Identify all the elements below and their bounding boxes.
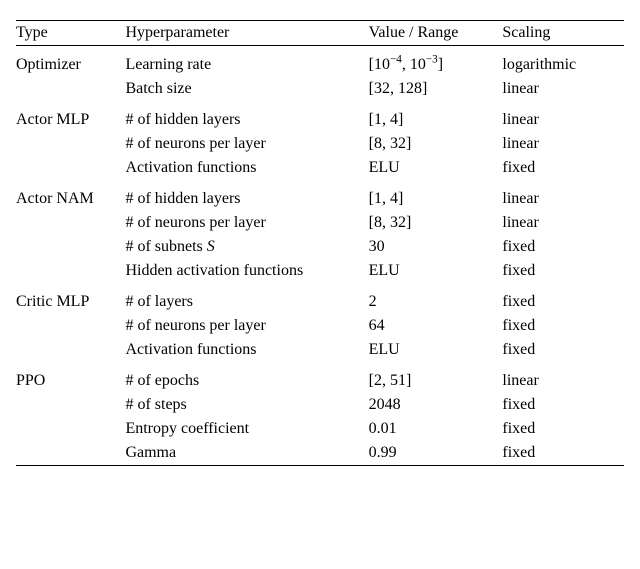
cell-type xyxy=(16,77,125,101)
cell-hyperparameter: Gamma xyxy=(125,441,368,466)
cell-value: 2048 xyxy=(369,393,503,417)
cell-scaling: linear xyxy=(502,132,624,156)
cell-scaling: fixed xyxy=(502,393,624,417)
cell-type xyxy=(16,259,125,283)
cell-hyperparameter: # of epochs xyxy=(125,362,368,393)
cell-type: Actor NAM xyxy=(16,180,125,211)
cell-scaling: fixed xyxy=(502,441,624,466)
cell-scaling: fixed xyxy=(502,259,624,283)
table-row: # of neurons per layer[8, 32]linear xyxy=(16,211,624,235)
cell-type xyxy=(16,235,125,259)
cell-type: PPO xyxy=(16,362,125,393)
cell-hyperparameter: Activation functions xyxy=(125,338,368,362)
table-row: PPO# of epochs[2, 51]linear xyxy=(16,362,624,393)
cell-scaling: linear xyxy=(502,211,624,235)
cell-scaling: fixed xyxy=(502,338,624,362)
cell-hyperparameter: # of neurons per layer xyxy=(125,314,368,338)
table-row: # of neurons per layer64fixed xyxy=(16,314,624,338)
cell-value: ELU xyxy=(369,156,503,180)
col-header-type: Type xyxy=(16,21,125,46)
table-row: Batch size[32, 128]linear xyxy=(16,77,624,101)
table-row: Gamma0.99fixed xyxy=(16,441,624,466)
cell-value: 64 xyxy=(369,314,503,338)
cell-type xyxy=(16,441,125,466)
cell-scaling: linear xyxy=(502,77,624,101)
cell-type: Critic MLP xyxy=(16,283,125,314)
cell-hyperparameter: # of steps xyxy=(125,393,368,417)
table-row: Activation functionsELUfixed xyxy=(16,156,624,180)
table-row: Critic MLP# of layers2fixed xyxy=(16,283,624,314)
cell-value: [1, 4] xyxy=(369,180,503,211)
cell-hyperparameter: # of subnets S xyxy=(125,235,368,259)
cell-scaling: linear xyxy=(502,101,624,132)
cell-hyperparameter: Entropy coefficient xyxy=(125,417,368,441)
cell-value: 0.01 xyxy=(369,417,503,441)
cell-type xyxy=(16,393,125,417)
cell-value: [1, 4] xyxy=(369,101,503,132)
cell-value: 2 xyxy=(369,283,503,314)
cell-hyperparameter: Learning rate xyxy=(125,46,368,78)
cell-scaling: fixed xyxy=(502,235,624,259)
cell-type xyxy=(16,156,125,180)
cell-hyperparameter: # of layers xyxy=(125,283,368,314)
table-row: Activation functionsELUfixed xyxy=(16,338,624,362)
cell-value: 0.99 xyxy=(369,441,503,466)
cell-scaling: fixed xyxy=(502,156,624,180)
cell-value: [8, 32] xyxy=(369,132,503,156)
cell-hyperparameter: Batch size xyxy=(125,77,368,101)
cell-scaling: fixed xyxy=(502,314,624,338)
cell-scaling: linear xyxy=(502,362,624,393)
table-row: Actor MLP# of hidden layers[1, 4]linear xyxy=(16,101,624,132)
cell-type: Actor MLP xyxy=(16,101,125,132)
table-group: Actor MLP# of hidden layers[1, 4]linear#… xyxy=(16,101,624,180)
cell-value: [32, 128] xyxy=(369,77,503,101)
table-group: PPO# of epochs[2, 51]linear# of steps204… xyxy=(16,362,624,466)
cell-type xyxy=(16,132,125,156)
cell-value: [10−4, 10−3] xyxy=(369,46,503,78)
cell-scaling: logarithmic xyxy=(502,46,624,78)
col-header-hyper: Hyperparameter xyxy=(125,21,368,46)
col-header-value: Value / Range xyxy=(369,21,503,46)
cell-value: ELU xyxy=(369,259,503,283)
table-row: Hidden activation functionsELUfixed xyxy=(16,259,624,283)
table-row: # of subnets S30fixed xyxy=(16,235,624,259)
cell-type: Optimizer xyxy=(16,46,125,78)
cell-scaling: linear xyxy=(502,180,624,211)
cell-hyperparameter: # of hidden layers xyxy=(125,180,368,211)
table-group: Critic MLP# of layers2fixed# of neurons … xyxy=(16,283,624,362)
table-row: OptimizerLearning rate[10−4, 10−3]logari… xyxy=(16,46,624,78)
table-group: Actor NAM# of hidden layers[1, 4]linear#… xyxy=(16,180,624,283)
cell-hyperparameter: # of neurons per layer xyxy=(125,132,368,156)
cell-hyperparameter: Hidden activation functions xyxy=(125,259,368,283)
cell-hyperparameter: # of neurons per layer xyxy=(125,211,368,235)
cell-type xyxy=(16,338,125,362)
cell-type xyxy=(16,417,125,441)
table-row: # of neurons per layer[8, 32]linear xyxy=(16,132,624,156)
table-header-row: Type Hyperparameter Value / Range Scalin… xyxy=(16,21,624,46)
col-header-scaling: Scaling xyxy=(502,21,624,46)
cell-type xyxy=(16,211,125,235)
hyperparameter-table: Type Hyperparameter Value / Range Scalin… xyxy=(16,20,624,466)
cell-value: 30 xyxy=(369,235,503,259)
cell-hyperparameter: Activation functions xyxy=(125,156,368,180)
table-row: # of steps2048fixed xyxy=(16,393,624,417)
cell-type xyxy=(16,314,125,338)
cell-scaling: fixed xyxy=(502,417,624,441)
table-row: Entropy coefficient0.01fixed xyxy=(16,417,624,441)
table-row: Actor NAM# of hidden layers[1, 4]linear xyxy=(16,180,624,211)
table-group: OptimizerLearning rate[10−4, 10−3]logari… xyxy=(16,46,624,102)
cell-value: [2, 51] xyxy=(369,362,503,393)
cell-scaling: fixed xyxy=(502,283,624,314)
cell-value: [8, 32] xyxy=(369,211,503,235)
cell-hyperparameter: # of hidden layers xyxy=(125,101,368,132)
cell-value: ELU xyxy=(369,338,503,362)
